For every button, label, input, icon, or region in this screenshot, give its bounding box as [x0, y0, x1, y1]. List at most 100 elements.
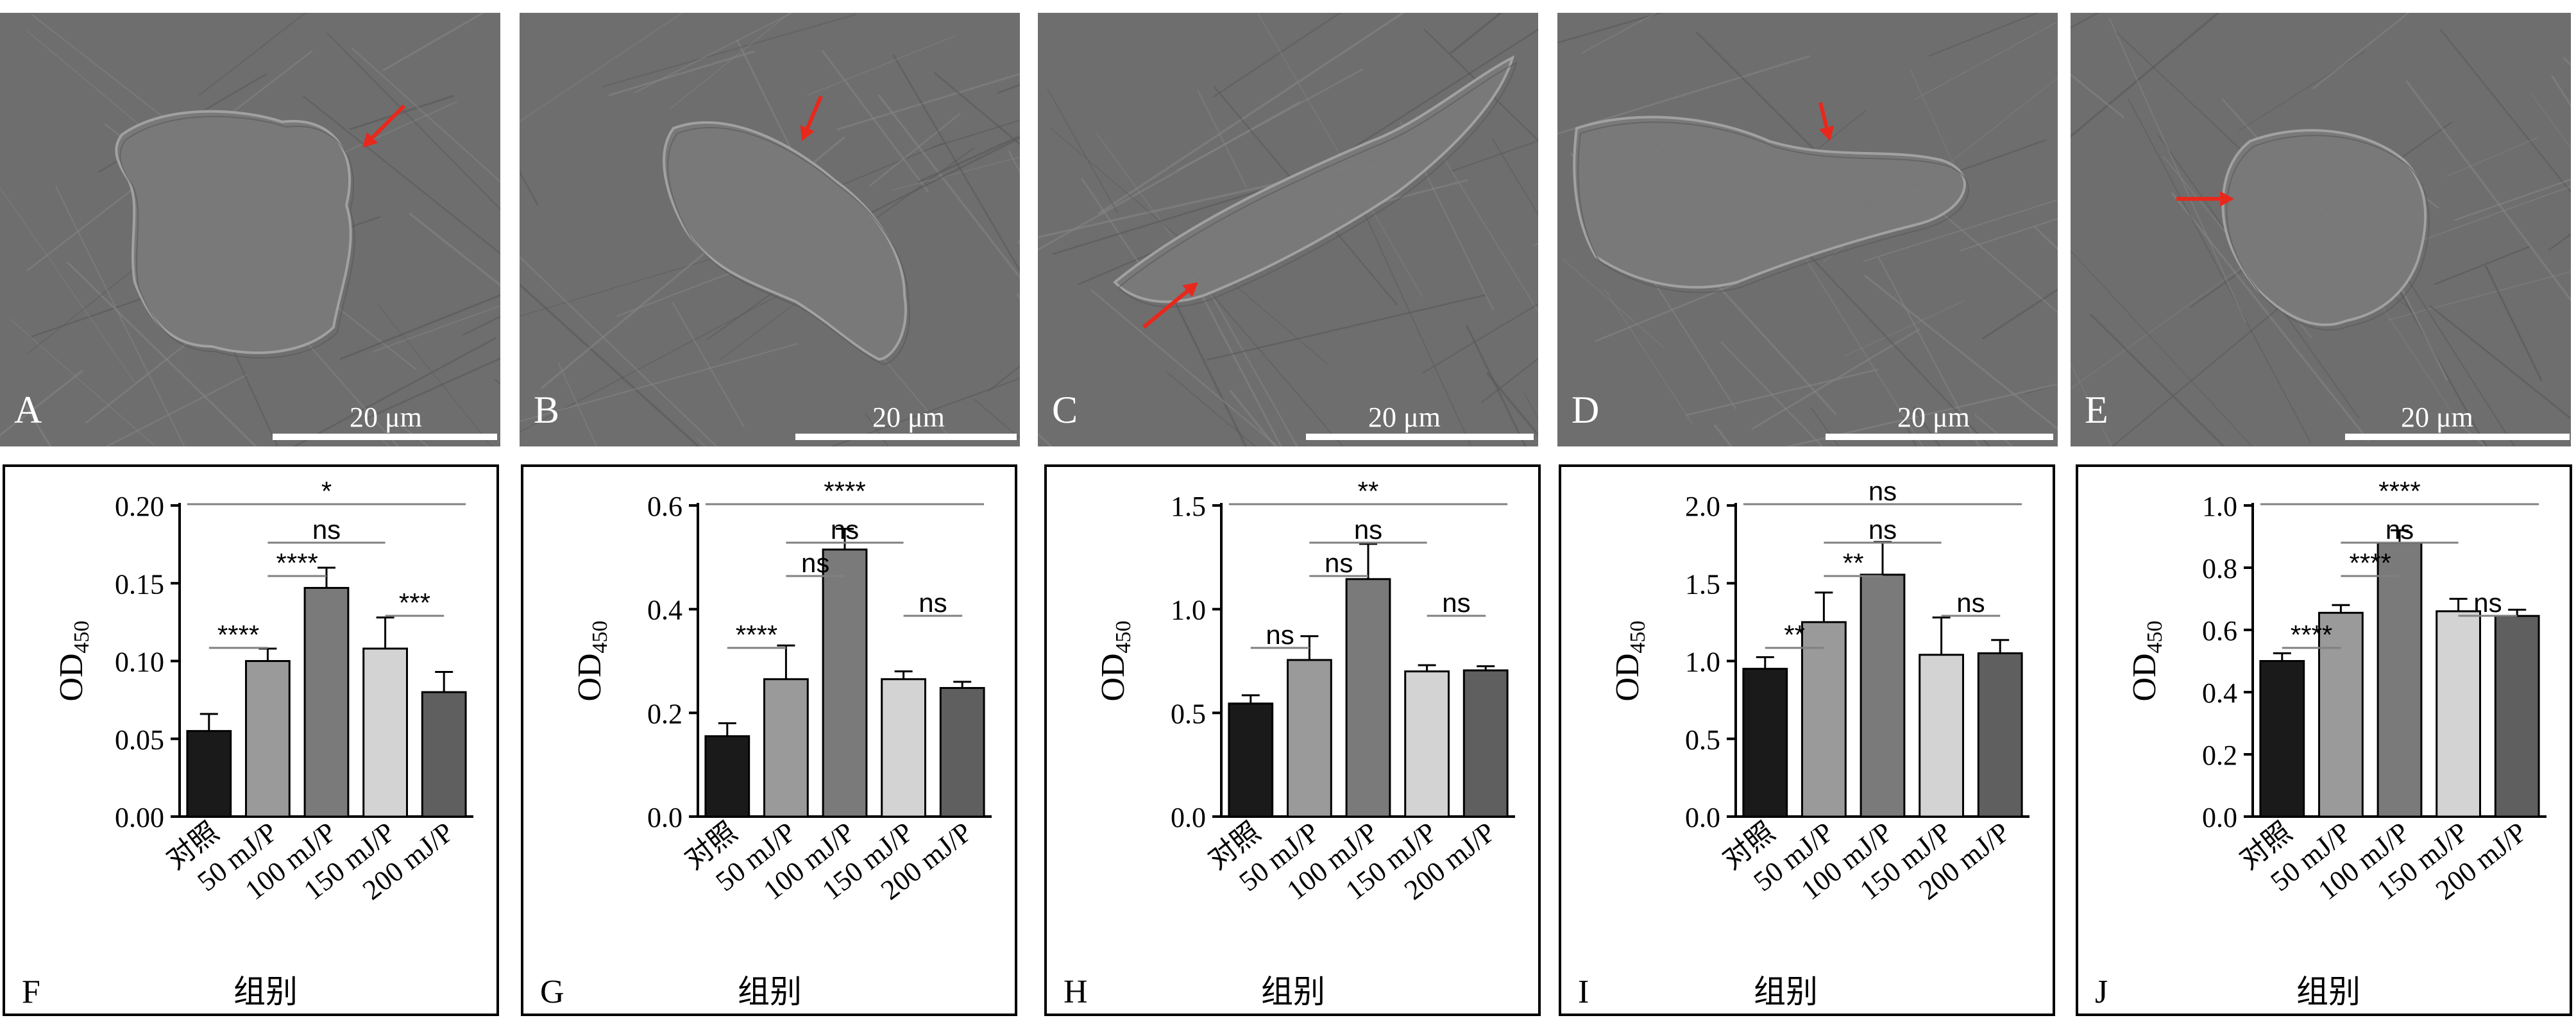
- surface-scratch: [2453, 178, 2571, 221]
- surface-scratch: [1788, 232, 1924, 446]
- scale-bar: [273, 434, 497, 440]
- surface-scratch: [1713, 424, 1733, 446]
- bar: [362, 647, 408, 818]
- bar: [1462, 669, 1509, 818]
- surface-scratch: [1720, 341, 1824, 446]
- surface-scratch: [1912, 406, 1941, 446]
- surface-scratch: [364, 357, 500, 421]
- surface-scratch: [351, 47, 500, 183]
- panel-letter: A: [14, 389, 42, 431]
- y-tick-label: 0.15: [115, 568, 164, 600]
- surface-scratch: [462, 316, 500, 336]
- panel-letter: I: [1578, 974, 1589, 1010]
- surface-scratch: [2071, 260, 2252, 389]
- significance-label: ns: [1266, 620, 1294, 650]
- surface-scratch: [633, 13, 794, 94]
- bar: [2259, 660, 2305, 818]
- bar: [763, 678, 809, 818]
- significance-label: ns: [1442, 588, 1470, 618]
- red-arrow-head: [362, 131, 378, 148]
- surface-scratch: [1097, 13, 1405, 215]
- bar: [2318, 611, 2364, 818]
- surface-scratch: [520, 170, 539, 206]
- surface-scratch: [892, 157, 1020, 191]
- red-arrow-head: [1182, 282, 1198, 298]
- surface-scratch: [1052, 185, 1273, 255]
- cell-body: [1113, 55, 1515, 303]
- y-tick-label: 0.6: [2202, 615, 2237, 647]
- surface-scratch: [2402, 290, 2448, 381]
- y-tick-label: 0.05: [115, 724, 164, 756]
- y-tick-label: 0.4: [647, 595, 682, 626]
- surface-scratch: [1197, 277, 1344, 446]
- panel-letter: H: [1063, 974, 1088, 1010]
- y-tick-label: 0.0: [1171, 802, 1206, 833]
- cell-body: [2221, 129, 2427, 327]
- significance-label: ns: [1354, 514, 1382, 545]
- surface-scratch: [1465, 325, 1527, 446]
- significance-label: ****: [217, 620, 259, 650]
- surface-scratch: [1038, 432, 1053, 446]
- significance-label: ns: [1868, 476, 1897, 506]
- x-axis-title: 组别: [1261, 973, 1325, 1010]
- surface-scratch: [1452, 140, 1538, 172]
- surface-scratch: [1703, 269, 1837, 416]
- surface-scratch: [2462, 426, 2487, 446]
- surface-scratch: [2171, 192, 2370, 442]
- red-arrow-head: [2220, 191, 2234, 207]
- bar: [2494, 615, 2540, 818]
- chart-panel-f: 0.00 0.05 0.10 0.15 0.20 OD450 对照 50 mJ/P 100 mJ…: [3, 464, 499, 1016]
- surface-scratch: [10, 318, 157, 446]
- significance-label: ns: [2385, 514, 2414, 545]
- x-axis-title: 组别: [233, 973, 298, 1010]
- cell-shadow: [667, 127, 910, 366]
- bar: [421, 691, 467, 818]
- bar: [1404, 670, 1450, 818]
- surface-scratch: [2071, 362, 2112, 446]
- surface-scratch: [1960, 217, 2058, 251]
- surface-scratch: [1685, 368, 1879, 416]
- scale-label: 20 μm: [1368, 402, 1441, 433]
- surface-scratch: [1164, 370, 1257, 446]
- surface-scratch: [326, 32, 500, 210]
- surface-scratch: [382, 13, 486, 72]
- surface-scratch: [350, 94, 455, 131]
- red-arrow-shaft: [371, 104, 406, 139]
- sem-image-c: C 20 μm: [1038, 13, 1538, 446]
- sem-image-d: D 20 μm: [1557, 13, 2058, 446]
- surface-scratch: [520, 267, 832, 433]
- scale-label: 20 μm: [1897, 402, 1970, 433]
- y-tick-label: 1.5: [1685, 568, 1720, 600]
- surface-scratch: [1595, 282, 1738, 343]
- surface-scratch: [2071, 13, 2219, 138]
- scale-bar: [1826, 434, 2053, 440]
- scale-label: 20 μm: [872, 402, 945, 433]
- y-axis-title: OD450: [53, 620, 94, 701]
- surface-scratch: [807, 35, 956, 96]
- surface-scratch: [198, 13, 307, 96]
- chart-panel-i: 0.0 0.5 1.0 1.5 2.0 OD450 对照 50 mJ/P 100 mJ/P 150…: [1559, 464, 2055, 1016]
- surface-scratch: [1562, 259, 1665, 348]
- surface-scratch: [1845, 300, 1966, 357]
- cell-shadow: [1577, 121, 1969, 293]
- surface-scratch: [520, 283, 700, 446]
- chart-panel-g: 0.0 0.2 0.4 0.6 OD450 对照 50 mJ/P 100 mJ/P 150 mJ…: [521, 464, 1017, 1016]
- panel-letter: G: [540, 974, 564, 1010]
- y-tick-label: 1.0: [1685, 647, 1720, 678]
- y-tick-label: 0.0: [647, 802, 682, 833]
- panel-letter: B: [534, 389, 560, 431]
- y-tick-label: 0.00: [115, 802, 164, 833]
- surface-scratch: [877, 94, 1020, 279]
- surface-scratch: [1047, 89, 1118, 213]
- x-axis-title: 组别: [1754, 973, 1818, 1010]
- sem-image-a: A 20 μm: [0, 13, 500, 446]
- surface-scratch: [0, 187, 135, 383]
- cell-body: [1573, 115, 1966, 289]
- significance-label: ns: [2473, 588, 2502, 618]
- bar: [1801, 621, 1847, 818]
- y-tick-label: 0.2: [2202, 740, 2237, 771]
- bar: [1919, 654, 1964, 818]
- y-tick-label: 0.10: [115, 647, 164, 678]
